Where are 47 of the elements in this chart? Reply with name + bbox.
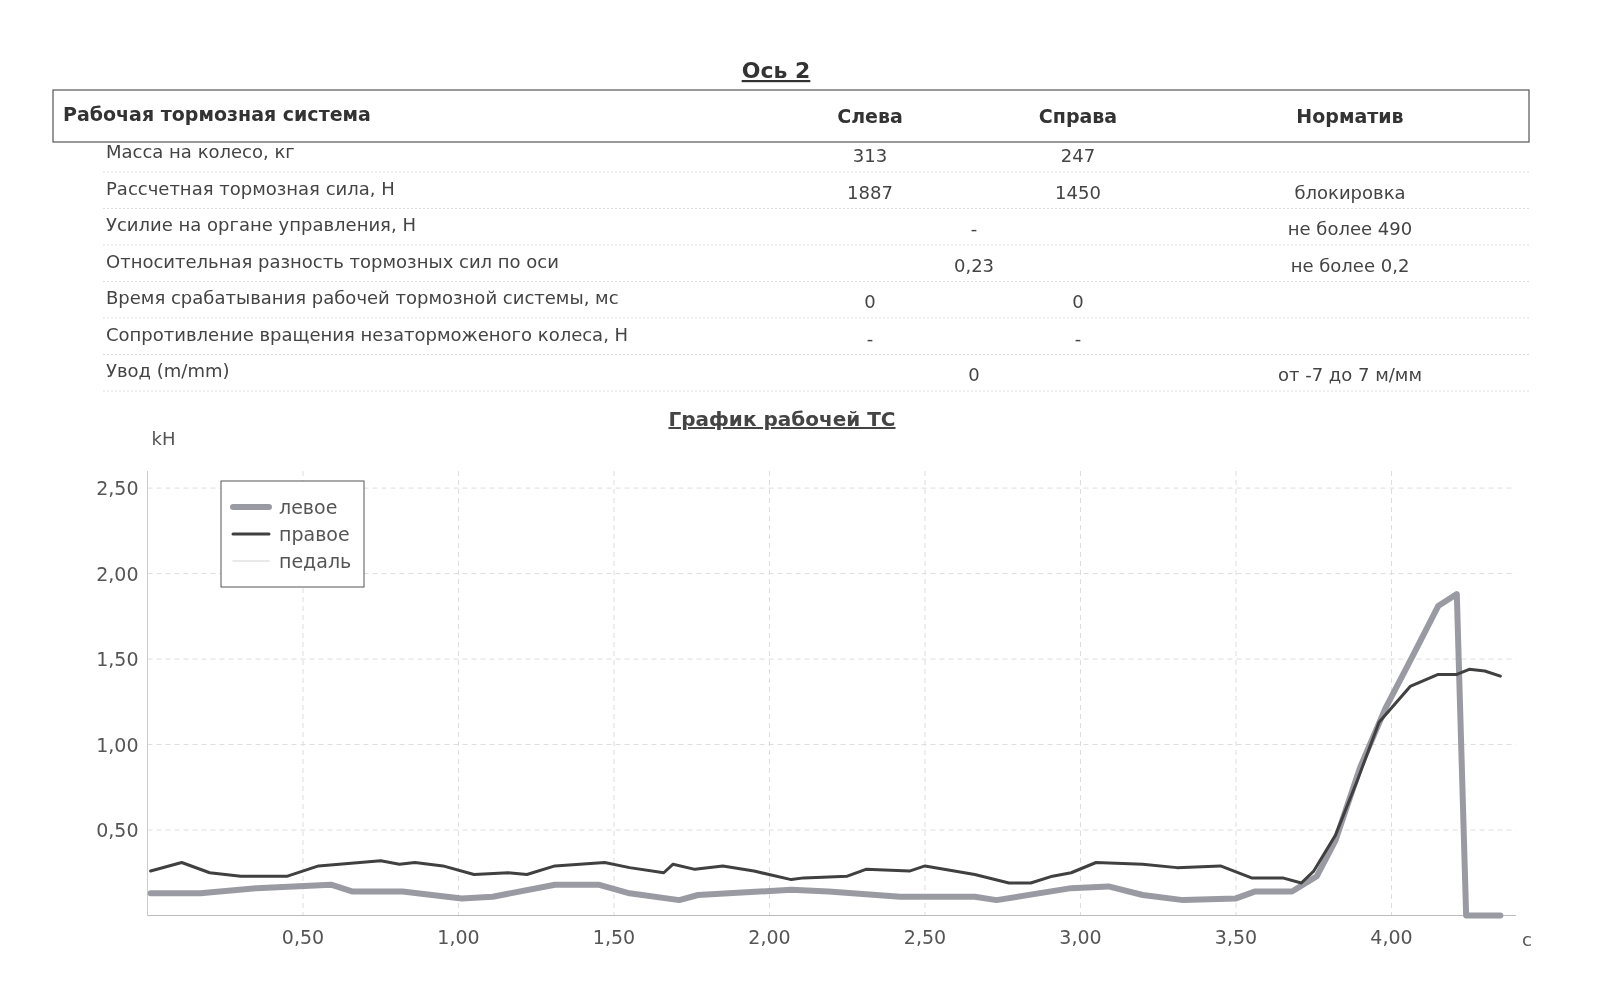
text: блокировка xyxy=(1294,181,1406,203)
x-tick-label: 2,50 xyxy=(903,925,947,948)
category-label: Сопротивление вращения незаторможеного колеса, Н xyxy=(106,323,629,345)
category-label: Слева xyxy=(837,105,903,127)
legend-label: правое xyxy=(279,523,350,545)
text: Рабочая тормозная система xyxy=(63,103,371,125)
text: - xyxy=(1074,327,1082,349)
x-tick-label: 0,50 xyxy=(281,925,325,948)
x-tick-label: 1,00 xyxy=(437,925,480,948)
x-axis-title: с xyxy=(1521,928,1532,950)
x-tick-label: 2,00 xyxy=(748,925,791,948)
text: 0 xyxy=(864,291,876,312)
category-label: Норматив xyxy=(1296,105,1404,127)
y-tick-label: 1,50 xyxy=(96,648,139,671)
legend-label: педаль xyxy=(279,550,352,572)
y-axis-title: kH xyxy=(151,428,176,449)
text: 1450 xyxy=(1055,181,1101,203)
text: - xyxy=(970,218,978,239)
x-tick-label: 3,00 xyxy=(1059,925,1102,948)
category-label: Увод (m/mm) xyxy=(106,360,230,381)
y-tick-label: 1,00 xyxy=(96,733,139,756)
text: Ось 2 xyxy=(741,58,811,83)
text: - xyxy=(866,327,874,349)
text: не более 490 xyxy=(1287,218,1413,239)
text: 1887 xyxy=(847,181,893,203)
text: от -7 до 7 м/мм xyxy=(1277,364,1423,385)
text: 247 xyxy=(1060,145,1096,166)
category-label: Время срабатывания рабочей тормозной системы, мс xyxy=(106,287,619,308)
y-tick-label: 2,50 xyxy=(96,477,139,500)
text: 0,23 xyxy=(953,254,995,276)
category-label: Справа xyxy=(1038,105,1118,127)
y-tick-label: 0,50 xyxy=(96,819,139,842)
text: не более 0,2 xyxy=(1290,254,1410,276)
x-tick-label: 1,50 xyxy=(592,925,636,948)
text: 0 xyxy=(1072,291,1084,312)
category-label: Масса на колесо, кг xyxy=(106,141,295,162)
category-label: Рассчетная тормозная сила, Н xyxy=(106,177,395,199)
x-tick-label: 3,50 xyxy=(1214,925,1258,948)
category-label: Усилие на органе управления, Н xyxy=(106,214,416,235)
line-series xyxy=(149,667,1502,885)
legend-label: левое xyxy=(279,496,338,518)
text: 0 xyxy=(968,364,980,385)
y-tick-label: 2,00 xyxy=(96,562,139,585)
category-label: Относительная разность тормозных сил по оси xyxy=(106,250,559,272)
chart-title: График рабочей ТС xyxy=(668,407,896,431)
text: 313 xyxy=(852,145,888,166)
x-tick-label: 4,00 xyxy=(1370,925,1413,948)
